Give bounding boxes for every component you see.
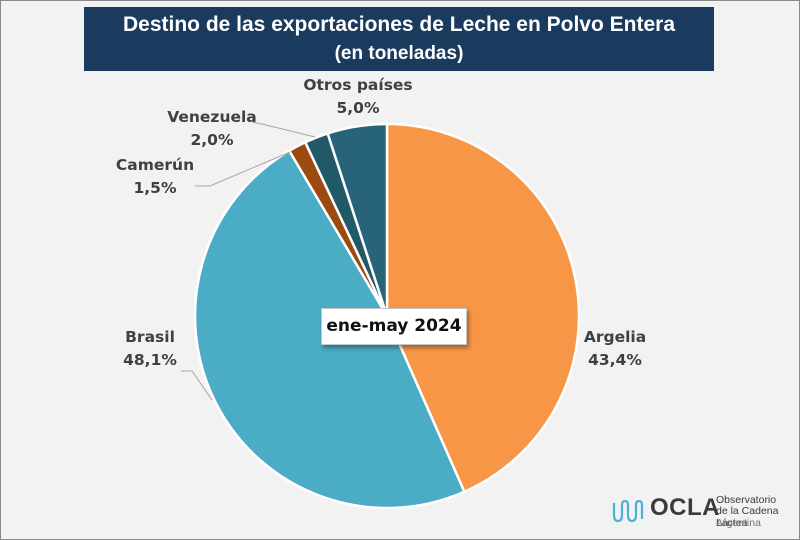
- slice-label: Otros países: [303, 76, 412, 94]
- period-label: ene-may 2024: [321, 308, 467, 345]
- slice-value-label: 5,0%: [337, 99, 380, 117]
- slice-label: Camerún: [116, 156, 194, 174]
- logo-line1: Observatorio: [716, 494, 777, 506]
- slice-label: Venezuela: [167, 108, 257, 126]
- slice-value-label: 43,4%: [588, 351, 642, 369]
- pie-slice-argelia: [385, 122, 581, 494]
- ocla-logo: OCLA Observatorio de la Cadena Láctea Ar…: [612, 489, 797, 533]
- leader-line: [181, 370, 213, 401]
- chart-title: Destino de las exportaciones de Leche en…: [122, 13, 675, 36]
- chart-title-box: Destino de las exportaciones de Leche en…: [84, 7, 714, 71]
- slice-value-label: 48,1%: [123, 351, 177, 369]
- slice-value-label: 2,0%: [191, 131, 234, 149]
- logo-name: OCLA: [650, 494, 720, 521]
- leader-line: [195, 151, 291, 187]
- slice-label: Argelia: [584, 328, 646, 346]
- leader-line: [251, 121, 316, 138]
- ocla-wave-icon: [612, 499, 644, 523]
- logo-line3: Argentina: [716, 517, 761, 529]
- slice-label: Brasil: [125, 328, 175, 346]
- pie-slice-otros-pa-ses: [326, 122, 389, 317]
- logo-line2: de la Cadena Láctea: [716, 505, 779, 529]
- chart-subtitle: (en toneladas): [334, 43, 464, 64]
- slice-value-label: 1,5%: [134, 179, 177, 197]
